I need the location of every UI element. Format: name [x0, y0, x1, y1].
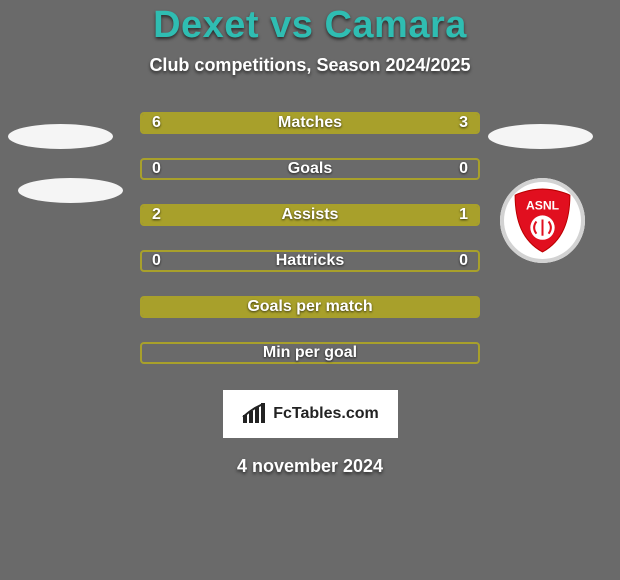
crest-icon: ASNL — [507, 185, 578, 256]
watermark-icon — [241, 403, 267, 425]
stat-row-goals-per-match: Goals per match — [140, 296, 480, 318]
stat-row-matches: Matches6 3 — [140, 112, 480, 134]
stat-value-left: 2 — [152, 206, 161, 224]
club-crest: ASNL — [500, 178, 585, 263]
watermark: FcTables.com — [223, 390, 398, 438]
stat-label: Matches — [142, 114, 478, 132]
stat-label: Min per goal — [142, 344, 478, 362]
svg-text:ASNL: ASNL — [526, 198, 560, 212]
stat-row-goals: Goals0 0 — [140, 158, 480, 180]
date: 4 november 2024 — [237, 456, 383, 477]
stat-row-hattricks: Hattricks0 0 — [140, 250, 480, 272]
stat-label: Goals — [142, 160, 478, 178]
stat-value-left: 0 — [152, 160, 161, 178]
title-player2: Camara — [324, 4, 466, 46]
stat-row-assists: Assists2 1 — [140, 204, 480, 226]
stat-value-right: 0 — [459, 160, 468, 178]
stat-value-right: 0 — [459, 252, 468, 270]
page-title: Dexet vs Camara — [153, 4, 467, 47]
stat-label: Assists — [142, 206, 478, 224]
infographic: Dexet vs Camara Club competitions, Seaso… — [0, 0, 620, 580]
stat-label: Hattricks — [142, 252, 478, 270]
title-player1: Dexet — [153, 4, 259, 46]
avatar-placeholder — [18, 178, 123, 203]
title-vs: vs — [270, 4, 313, 46]
stat-label: Goals per match — [142, 298, 478, 316]
watermark-text: FcTables.com — [273, 405, 379, 423]
avatar-placeholder — [488, 124, 593, 149]
stat-value-right: 1 — [459, 206, 468, 224]
stat-value-left: 0 — [152, 252, 161, 270]
subtitle: Club competitions, Season 2024/2025 — [149, 55, 470, 76]
stat-value-left: 6 — [152, 114, 161, 132]
stat-value-right: 3 — [459, 114, 468, 132]
avatar-placeholder — [8, 124, 113, 149]
stat-row-min-per-goal: Min per goal — [140, 342, 480, 364]
